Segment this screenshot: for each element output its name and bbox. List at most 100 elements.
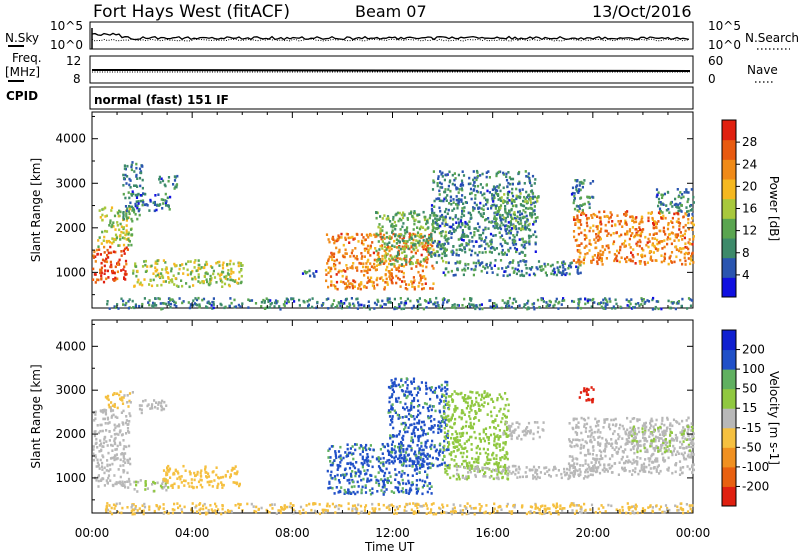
data-cell	[454, 228, 457, 232]
data-cell	[340, 232, 343, 236]
data-cell	[505, 505, 508, 508]
data-cell	[124, 196, 127, 200]
data-cell	[446, 504, 449, 507]
data-cell	[451, 509, 454, 513]
data-cell	[384, 256, 387, 260]
data-cell	[347, 507, 350, 511]
data-cell	[113, 279, 116, 282]
data-cell	[629, 506, 632, 509]
data-cell	[585, 236, 588, 239]
data-cell	[133, 480, 136, 484]
data-cell	[598, 216, 601, 219]
data-cell	[387, 479, 390, 483]
data-cell	[491, 197, 494, 200]
data-cell	[585, 221, 588, 225]
data-cell	[416, 444, 419, 447]
data-cell	[478, 509, 482, 512]
data-cell	[95, 465, 98, 468]
data-cell	[483, 511, 486, 515]
data-cell	[686, 200, 689, 204]
data-cell	[624, 233, 627, 236]
data-region-4	[162, 464, 241, 490]
data-cell	[338, 250, 341, 253]
data-cell	[503, 251, 507, 255]
data-cell	[409, 457, 412, 461]
data-cell	[478, 303, 481, 307]
y-axis-label: Slant Range [km]	[29, 158, 43, 262]
data-cell	[682, 195, 685, 199]
data-cell	[410, 449, 413, 452]
data-cell	[182, 464, 185, 468]
data-cell	[377, 300, 380, 303]
data-cell	[416, 428, 419, 431]
data-cell	[572, 230, 576, 233]
data-cell	[498, 226, 501, 229]
data-cell	[494, 207, 497, 210]
data-cell	[488, 512, 491, 515]
data-cell	[490, 204, 493, 208]
data-cell	[387, 444, 390, 448]
data-cell	[553, 303, 556, 307]
data-cell	[97, 474, 100, 477]
data-cell	[117, 510, 120, 514]
data-cell	[496, 189, 499, 192]
data-cell	[429, 214, 432, 217]
data-cell	[405, 240, 408, 243]
data-cell	[594, 246, 597, 250]
data-cell	[445, 261, 448, 264]
data-cell	[418, 262, 421, 266]
data-cell	[522, 199, 525, 203]
data-cell	[440, 414, 443, 418]
data-cell	[585, 214, 588, 217]
data-cell	[432, 170, 435, 173]
data-cell	[569, 503, 572, 507]
data-cell	[633, 220, 636, 224]
data-cell	[133, 488, 136, 491]
data-cell	[402, 241, 406, 245]
data-cell	[504, 228, 507, 231]
data-cell	[472, 184, 475, 187]
data-cell	[419, 260, 422, 264]
data-cell	[396, 234, 400, 238]
data-cell	[151, 406, 154, 410]
data-cell	[371, 465, 374, 469]
data-cell	[628, 229, 631, 233]
data-cell	[407, 492, 410, 495]
data-cell	[596, 260, 599, 263]
data-cell	[131, 512, 134, 516]
data-cell	[687, 257, 690, 260]
data-cell	[105, 257, 108, 261]
data-cell	[429, 388, 432, 392]
data-cell	[395, 384, 398, 387]
data-cell	[685, 188, 688, 191]
data-cell	[492, 194, 496, 197]
data-cell	[480, 238, 483, 242]
data-cell	[469, 213, 473, 217]
data-cell	[92, 278, 95, 281]
data-cell	[329, 275, 333, 278]
data-cell	[181, 510, 184, 514]
data-cell	[209, 504, 212, 507]
data-cell	[383, 245, 387, 248]
data-cell	[379, 277, 382, 280]
data-cell	[122, 299, 125, 303]
data-cell	[684, 212, 687, 215]
data-cell	[143, 260, 146, 263]
data-cell	[175, 305, 178, 308]
data-cell	[606, 300, 609, 304]
data-cell	[475, 261, 478, 265]
data-cell	[188, 285, 191, 289]
data-cell	[182, 267, 185, 270]
data-cell	[174, 176, 177, 179]
data-cell	[254, 302, 258, 305]
data-cell	[636, 253, 639, 256]
data-cell	[385, 217, 388, 221]
data-cell	[584, 508, 587, 512]
data-cell	[387, 301, 390, 304]
data-cell	[551, 263, 554, 267]
data-cell	[122, 303, 125, 306]
data-cell	[454, 262, 457, 265]
data-cell	[472, 273, 475, 277]
data-cell	[118, 258, 121, 262]
data-cell	[120, 297, 123, 301]
